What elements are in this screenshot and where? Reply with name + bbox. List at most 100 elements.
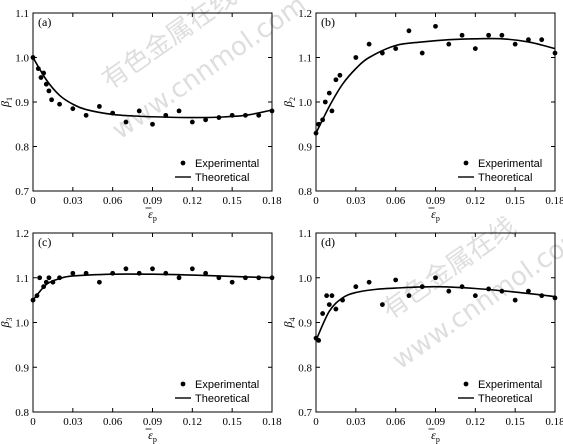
experimental-point <box>229 279 235 285</box>
x-axis-label: εp <box>431 428 440 444</box>
experimental-point <box>379 302 385 307</box>
panel-label: (c) <box>38 235 51 249</box>
legend-marker-experimental <box>180 381 186 387</box>
y-tick-label: 0.9 <box>298 142 312 154</box>
experimental-point <box>326 302 332 307</box>
experimental-point <box>216 275 222 281</box>
y-tick-label: 1.0 <box>15 53 29 65</box>
x-axis-label: εp <box>148 428 157 444</box>
x-tick-label: 0.06 <box>103 195 123 207</box>
x-tick-label: 0.18 <box>545 195 563 207</box>
legend-marker-experimental <box>463 381 469 387</box>
experimental-point <box>83 270 89 276</box>
y-tick-label: 0.7 <box>15 186 29 198</box>
x-tick-label: 0.09 <box>143 416 163 428</box>
legend-marker-experimental <box>463 160 469 166</box>
experimental-point <box>393 277 399 283</box>
y-axis-label: β1 <box>0 97 14 108</box>
experimental-point <box>50 279 56 285</box>
y-tick-label: 0.9 <box>298 318 312 330</box>
x-tick-label: 0.03 <box>346 416 366 428</box>
x-tick-label: 0.15 <box>223 195 243 207</box>
experimental-point <box>459 284 465 290</box>
experimental-point <box>419 50 425 56</box>
y-tick-label: 1.0 <box>15 318 29 330</box>
y-axis-label: β4 <box>281 318 297 329</box>
legend-theoretical: Theoretical <box>478 393 532 405</box>
x-tick-label: 0.18 <box>545 416 563 428</box>
experimental-point <box>393 46 399 51</box>
experimental-point <box>189 119 195 125</box>
legend-theoretical: Theoretical <box>478 172 532 184</box>
experimental-point <box>150 266 155 272</box>
experimental-point <box>123 119 129 125</box>
legend-marker-experimental <box>180 160 186 166</box>
x-tick-label: 0.15 <box>506 195 526 207</box>
experimental-point <box>333 77 339 83</box>
panel-d: 0 0.03 0.06 0.09 0.12 0.15 0.18 0.7 0.8 0.9 1.0 1.1… <box>281 228 563 444</box>
legend-experimental: Experimental <box>478 379 542 391</box>
experimental-point <box>37 275 43 281</box>
x-tick-label: 0.12 <box>183 416 202 428</box>
experimental-point <box>30 297 36 303</box>
experimental-point <box>499 288 505 294</box>
experimental-point <box>472 46 478 51</box>
experimental-point <box>216 115 222 120</box>
experimental-point <box>512 41 518 47</box>
panel-c: 0 0.03 0.06 0.09 0.12 0.15 0.18 0.8 0.9 1.0 1.1 1.2… <box>0 228 282 444</box>
x-tick-label: 0.03 <box>63 195 83 207</box>
experimental-point <box>499 32 505 38</box>
experimental-point <box>163 112 169 118</box>
panel-label: (b) <box>321 15 335 29</box>
x-tick-label: 0.09 <box>143 195 163 207</box>
experimental-point <box>189 266 195 272</box>
x-tick-label: 0 <box>313 195 319 207</box>
x-tick-label: 0.12 <box>183 195 202 207</box>
experimental-point <box>333 306 339 312</box>
experimental-point <box>83 112 89 118</box>
legend-theoretical: Theoretical <box>195 172 249 184</box>
x-tick-label: 0.09 <box>426 416 446 428</box>
x-tick-label: 0.09 <box>426 195 446 207</box>
experimental-point <box>203 270 209 276</box>
experimental-point <box>486 32 492 38</box>
experimental-point <box>136 270 142 276</box>
experimental-point <box>329 108 335 114</box>
experimental-point <box>41 70 47 76</box>
theoretical-curve <box>315 285 556 341</box>
y-tick-label: 1.0 <box>298 97 312 109</box>
legend: Experimental Theoretical <box>175 158 259 184</box>
x-tick-label: 0.18 <box>262 416 282 428</box>
x-tick-label: 0.06 <box>103 416 123 428</box>
experimental-point <box>269 108 275 114</box>
y-tick-label: 1.2 <box>15 228 29 240</box>
x-tick-label: 0.12 <box>466 195 485 207</box>
experimental-point <box>41 284 47 290</box>
experimental-point <box>320 117 326 123</box>
legend-experimental: Experimental <box>478 158 542 170</box>
x-tick-label: 0 <box>313 416 319 428</box>
y-tick-label: 1.1 <box>15 273 29 285</box>
experimental-point <box>176 275 182 281</box>
experimental-point <box>406 293 412 299</box>
experimental-point <box>70 106 76 112</box>
experimental-point <box>366 41 372 47</box>
experimental-point <box>256 275 262 281</box>
y-tick-label: 0.9 <box>15 97 29 109</box>
experimental-point <box>446 288 452 294</box>
y-tick-label: 0.8 <box>298 362 312 374</box>
legend: Experimental Theoretical <box>458 158 542 184</box>
experimental-point <box>472 293 478 299</box>
experimental-point <box>57 101 62 107</box>
experimental-point <box>552 50 558 56</box>
y-tick-label: 1.0 <box>298 273 312 285</box>
x-tick-label: 0 <box>30 416 36 428</box>
legend: Experimental Theoretical <box>175 379 259 405</box>
experimental-point <box>123 266 129 272</box>
experimental-point <box>96 104 102 109</box>
x-tick-label: 0 <box>30 195 36 207</box>
x-axis-label: εp <box>148 207 157 223</box>
legend-experimental: Experimental <box>195 158 259 170</box>
panel-b: 0 0.03 0.06 0.09 0.12 0.15 0.18 0.8 0.9 1.0 1.1 1.2… <box>281 8 563 223</box>
